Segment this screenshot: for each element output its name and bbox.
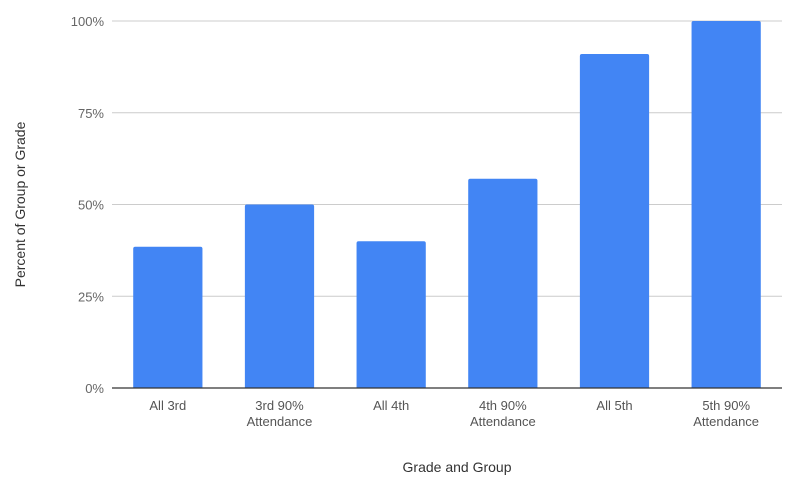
x-tick-label: 4th 90% Attendance bbox=[470, 398, 536, 429]
y-tick-label: 100% bbox=[71, 14, 105, 29]
bar bbox=[579, 54, 650, 388]
x-tick-label: All 4th bbox=[373, 398, 409, 413]
x-tick-label: 5th 90% Attendance bbox=[693, 398, 759, 429]
x-tick-label: All 5th bbox=[596, 398, 632, 413]
bar bbox=[356, 241, 426, 388]
y-tick-label: 50% bbox=[78, 198, 104, 213]
y-tick-label: 75% bbox=[78, 106, 104, 121]
bar bbox=[244, 204, 315, 388]
x-tick-label: 3rd 90% Attendance bbox=[247, 398, 313, 429]
bar bbox=[468, 178, 538, 388]
x-tick-label: All 3rd bbox=[149, 398, 186, 413]
y-axis-title: Percent of Group or Grade bbox=[12, 121, 28, 287]
x-axis-ticks: All 3rd 3rd 90% Attendance All 4th 4th 90% At… bbox=[149, 398, 759, 429]
grid-lines bbox=[112, 20, 782, 297]
y-axis-ticks: 0% 25% 50% 75% 100% bbox=[71, 14, 105, 396]
y-tick-label: 0% bbox=[85, 381, 104, 396]
x-axis-title: Grade and Group bbox=[403, 459, 512, 475]
y-tick-label: 25% bbox=[78, 289, 104, 304]
bar bbox=[691, 21, 761, 388]
bars bbox=[133, 21, 761, 388]
bar bbox=[133, 246, 203, 388]
